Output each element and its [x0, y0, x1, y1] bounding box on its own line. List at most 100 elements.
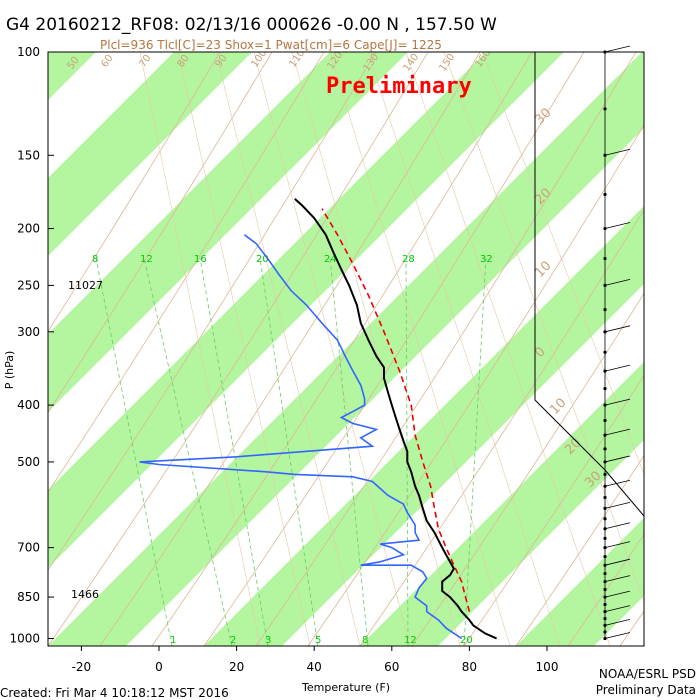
- mixing-ratio-line: [199, 257, 269, 646]
- wind-barb: [604, 501, 631, 509]
- mixing-ratio-line: [95, 257, 173, 646]
- created-timestamp: Created: Fri Mar 4 10:18:12 MST 2016: [0, 686, 229, 700]
- dry-adiabat-line: [515, 454, 644, 646]
- y-tick-label: 250: [17, 278, 40, 292]
- temperature-band: [48, 52, 564, 568]
- dry-adiabat-line: [48, 52, 273, 414]
- temperature-band: [48, 52, 644, 646]
- moist-adiabat-line: [405, 52, 611, 646]
- height-label-850: 1466: [71, 588, 99, 601]
- dry-adiabat-line: [307, 124, 644, 646]
- temperature-curve: [294, 198, 498, 640]
- dry-adiabat-line: [203, 52, 585, 646]
- dry-adiabat-line: [672, 52, 700, 646]
- y-tick-label: 200: [17, 222, 40, 236]
- mixing-ratio-label: 28: [402, 254, 415, 265]
- temperature-bands: [48, 52, 644, 646]
- height-label-250: 11027: [68, 279, 103, 292]
- y-tick-label: 400: [17, 398, 40, 412]
- dry-adiabat-line: [99, 52, 481, 646]
- mixing-ratio-bottom-label: 2: [230, 635, 236, 646]
- wind-level-dot: [603, 256, 607, 261]
- wind-barb-column: [534, 45, 645, 646]
- moist-adiabat-line: [215, 52, 361, 646]
- y-tick-label: 100: [17, 45, 40, 59]
- axes: 100 150 200 250 300 400 500 700 850 1000 -20 0 20 40 6…: [9, 45, 645, 674]
- mixing-ratio-bottom-label: 1: [170, 635, 176, 646]
- mixing-ratio-label: 16: [194, 254, 207, 265]
- temperature-band: [48, 52, 408, 412]
- x-tick-label: 80: [462, 660, 477, 674]
- temperature-band: [516, 518, 644, 646]
- chart-title: G4 20160212_RF08: 02/13/16 000626 -0.00 …: [6, 15, 497, 35]
- moist-adiabat-line: [139, 52, 261, 646]
- wind-barb: [604, 632, 631, 639]
- wind-level-dot: [603, 546, 607, 550]
- moist-adiabat-line: [253, 52, 411, 646]
- y-tick-label: 1000: [9, 631, 40, 645]
- wind-level-dot: [603, 387, 607, 391]
- x-axis-label: Temperature (F): [301, 681, 390, 694]
- mixing-ratio-label: 12: [140, 254, 153, 265]
- mixing-ratio-bottom-label: 3: [265, 635, 271, 646]
- wind-barb: [604, 148, 631, 156]
- wind-barb: [604, 398, 631, 406]
- isotherm-label: 30: [532, 106, 554, 128]
- isotherm-label: 10: [547, 396, 569, 418]
- chart-subtitle: Plcl=936 Tlcl[C]=23 Shox=1 Pwat[cm]=6 Ca…: [100, 38, 442, 52]
- wind-level-dot: [603, 495, 607, 500]
- wind-level-dot: [603, 447, 607, 451]
- wind-barb: [604, 558, 631, 566]
- wind-level-dot: [603, 418, 607, 423]
- mixing-ratio-label: 8: [92, 254, 98, 265]
- dry-adiabat-line: [411, 292, 644, 646]
- wind-level-dot: [603, 554, 607, 559]
- wind-barb: [604, 522, 631, 530]
- dry-adiabat-line: [359, 209, 644, 646]
- x-tick-label: 100: [536, 660, 559, 674]
- wind-barb: [604, 605, 631, 613]
- moist-adiabat-line: [177, 52, 311, 646]
- mixing-ratio-line: [405, 257, 409, 646]
- moist-adiabat-line: [329, 52, 511, 646]
- moist-adiabat-line: [367, 52, 561, 646]
- wind-level-dot: [603, 617, 607, 621]
- mixing-ratio-line: [143, 257, 233, 646]
- dewpoint-curve: [139, 234, 463, 640]
- wind-level-dot: [603, 350, 607, 354]
- mixing-ratio-label: 20: [256, 254, 269, 265]
- wind-level-dot: [603, 630, 607, 634]
- sounding-curves: [139, 198, 498, 640]
- y-tick-label: 500: [17, 455, 40, 469]
- preliminary-watermark: Preliminary: [326, 74, 472, 99]
- dry-adiabat-line: [48, 52, 221, 333]
- x-tick-label: 0: [155, 660, 163, 674]
- dry-adiabat-line: [567, 533, 644, 646]
- dry-adiabat-label: 70: [137, 53, 153, 70]
- wind-level-dot: [603, 602, 607, 607]
- mixing-ratio-bottom-label: 8: [362, 635, 368, 646]
- dry-adiabat-line: [48, 52, 325, 493]
- mixing-ratio-bottom-label: 5: [315, 635, 321, 646]
- dry-adiabats: 50 60 70 80 90 100 110 120 130 140 150 160302010010…: [48, 52, 700, 646]
- dry-adiabat-label: 150: [437, 52, 457, 74]
- wind-barb: [604, 590, 631, 598]
- x-tick-label: 60: [384, 660, 399, 674]
- dry-adiabat-line: [48, 52, 429, 646]
- y-tick-label: 700: [17, 541, 40, 555]
- wind-barb: [604, 619, 631, 626]
- credit-line-1: NOAA/ESRL PSD: [599, 667, 696, 681]
- wind-level-dot: [603, 192, 607, 197]
- dry-adiabat-line: [48, 52, 377, 571]
- wind-barb: [604, 364, 631, 372]
- mixing-ratio-bottom-label: 12: [404, 635, 417, 646]
- y-tick-label: 850: [17, 590, 40, 604]
- dry-adiabat-line: [255, 52, 637, 646]
- wind-level-dot: [603, 536, 607, 540]
- credit-line-2: Preliminary Data: [596, 683, 696, 697]
- wind-barb: [604, 45, 631, 53]
- y-axis-label: P (hPa): [3, 351, 16, 390]
- x-tick-label: 20: [229, 660, 244, 674]
- wind-level-dot: [603, 472, 607, 476]
